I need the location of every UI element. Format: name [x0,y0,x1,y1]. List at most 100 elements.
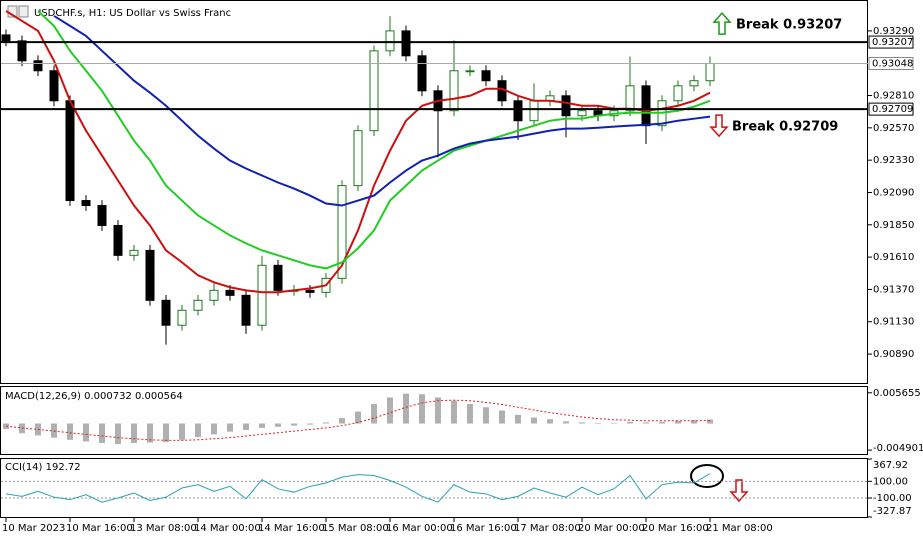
x-tick-label: 10 Mar 2023 [2,523,65,534]
candle-body [561,95,571,117]
macd-bar [643,422,649,424]
candle-body [529,100,539,122]
macd-bar [243,423,249,431]
macd-bar [563,421,569,424]
macd-bar [51,423,57,438]
candle-body [161,299,171,326]
macd-bar [451,400,457,424]
candle-body [417,55,427,92]
x-tick-label: 16 Mar 00:00 [386,523,453,534]
moving-average [5,10,711,294]
macd-bar [259,423,265,428]
macd-bar [307,423,313,425]
macd-bar [707,419,713,424]
macd-bar [611,422,617,424]
macd-bar [67,423,73,440]
candle-body [625,85,635,112]
macd-bar [547,419,553,424]
macd-bar [499,410,505,424]
candle-body [305,289,315,293]
candle-body [513,100,523,122]
price-box [868,102,914,116]
candle-body [17,40,27,62]
down-arrow [729,479,749,503]
candle-body [257,264,267,326]
y-tick-label: 367.92 [873,460,908,471]
level-annotation: Break 0.93207 [736,18,842,33]
candle-body [225,289,235,296]
candle-body [129,249,139,256]
candle-body [353,130,363,187]
candle-body [113,224,123,256]
macd-bar [115,423,121,445]
candle-body [177,309,187,326]
macd-bar [483,407,489,424]
macd-bar [323,422,329,424]
macd-bar [291,423,297,426]
macd-bar [403,393,409,424]
candle-body [193,299,203,311]
candle-body [689,80,699,87]
macd-bar [691,420,697,424]
candle-body [641,85,651,127]
level-price-label: 0.92709 [872,104,913,115]
y-tick-label: 0.91370 [873,284,914,295]
candle-body [401,30,411,57]
x-tick-label: 20 Mar 00:00 [578,523,645,534]
macd-bar [211,423,217,435]
candle-body [273,264,283,291]
y-tick-label: 0.92810 [873,91,914,102]
price-box [868,56,914,70]
macd-bar [531,417,537,424]
highlight-circle [690,464,724,488]
macd-bar [227,423,233,432]
macd-bar [387,397,393,424]
candle-body [1,34,11,42]
candle-body [97,205,107,226]
y-tick-label: 0.91850 [873,220,914,231]
macd-bar [339,418,345,424]
macd-bar [147,423,153,443]
y-tick-label: 0.90890 [873,349,914,360]
macd-frame [0,386,868,455]
candle-body [33,60,43,72]
moving-average [37,10,711,270]
macd-bar [83,423,89,442]
macd-title: MACD(12,26,9) 0.000732 0.000564 [5,391,183,402]
signal-line [5,399,711,441]
icon [18,5,29,18]
macd-bar [467,403,473,424]
macd-bar [419,394,425,424]
macd-bar [579,422,585,424]
x-tick-label: 21 Mar 08:00 [706,523,773,534]
x-tick-label: 14 Mar 16:00 [258,523,325,534]
chart-title: USDCHF.s, H1: US Dollar vs Swiss Franc [34,8,231,19]
y-tick-label: 0.93290 [873,26,914,37]
candle-body [49,70,59,102]
candle-body [705,62,715,82]
x-tick-label: 15 Mar 08:00 [322,523,389,534]
main-frame [0,0,868,384]
macd-bar [627,421,633,424]
macd-bar [515,414,521,424]
x-tick-label: 14 Mar 00:00 [194,523,261,534]
current-price-label: 0.93048 [872,58,913,69]
macd-bar [659,421,665,424]
candle-body [145,249,155,301]
up-arrow [712,11,732,35]
macd-bar [195,423,201,438]
candle-body [465,70,475,73]
macd-bar [675,420,681,424]
candle-body [337,185,347,279]
candle-body [385,30,395,52]
level-price-label: 0.93207 [872,37,913,48]
y-tick-label: 100.00 [873,476,908,487]
macd-bar [179,423,185,440]
price-box [868,35,914,49]
y-tick-label: 0.91610 [873,252,914,263]
y-tick-label: -327.87 [873,506,912,517]
macd-bar [163,423,169,442]
y-tick-label: -0.004901 [873,443,923,454]
macd-bar [99,423,105,444]
